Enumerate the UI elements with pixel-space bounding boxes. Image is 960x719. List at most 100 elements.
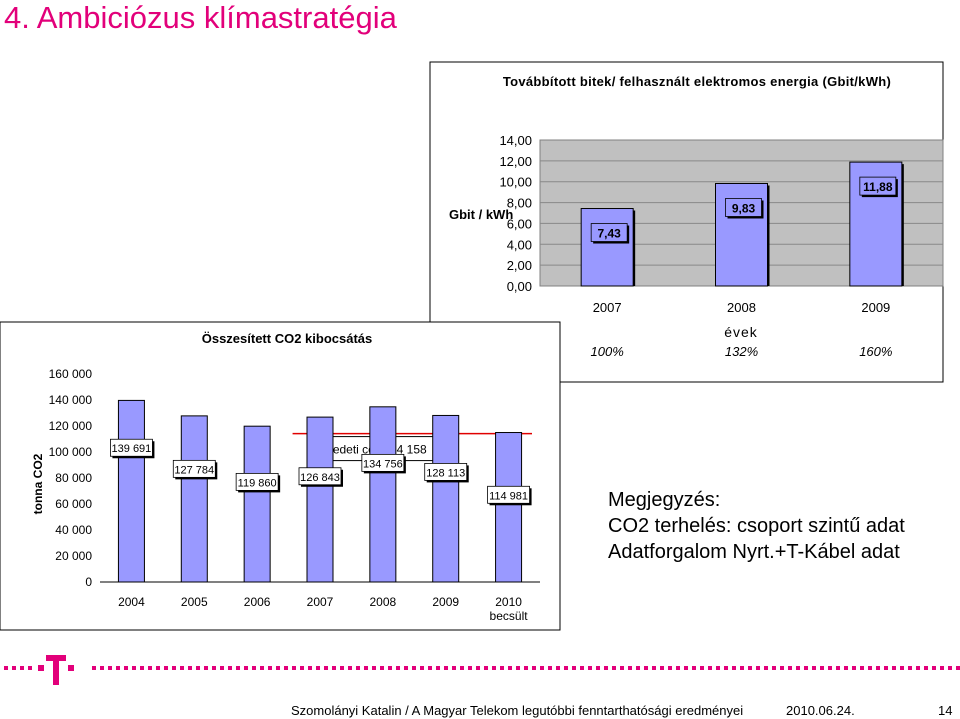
brand-dot (636, 666, 640, 670)
brand-dot (956, 666, 960, 670)
brand-dot (468, 666, 472, 670)
brand-dot (460, 666, 464, 670)
bottom-chart-bar (117, 399, 145, 583)
brand-dot (308, 666, 312, 670)
brand-dot (340, 666, 344, 670)
brand-dot (764, 666, 768, 670)
top-chart-x-tick-label: 2009 (861, 300, 890, 315)
bottom-chart-data-label-box (110, 438, 153, 457)
brand-dot (740, 666, 744, 670)
bottom-chart-x-tick-label: 2008 (370, 595, 397, 609)
brand-dot (708, 666, 712, 670)
brand-dot (788, 666, 792, 670)
brand-dot (500, 666, 504, 670)
bottom-chart-data-label-box (298, 467, 342, 486)
slide-title: 4. Ambiciózus klímastratégia (4, 0, 397, 35)
top-chart-y-tick-label: 2,00 (507, 258, 532, 273)
bottom-chart-bar (369, 406, 397, 583)
brand-dot (908, 666, 912, 670)
bottom-chart-title: Összesített CO2 kibocsátás (202, 331, 373, 346)
brand-dot (444, 666, 448, 670)
bottom-chart-bar (306, 416, 334, 583)
note-line-traffic: Adatforgalom Nyrt.+T-Kábel adat (608, 541, 900, 563)
bottom-chart-y-tick-label: 160 000 (49, 367, 93, 381)
top-chart-x-labels: 2007 2008 2009 (593, 300, 891, 315)
brand-dot (844, 666, 848, 670)
bottom-chart-y-tick-label: 20 000 (55, 549, 92, 563)
brand-dot (100, 666, 104, 670)
brand-dot (828, 666, 832, 670)
brand-dot (132, 666, 136, 670)
brand-dot (396, 666, 400, 670)
brand-dot (188, 666, 192, 670)
brand-dot (148, 666, 152, 670)
top-chart-data-label-box (725, 198, 762, 217)
telekom-t-logo-icon (38, 655, 74, 685)
brand-dot (380, 666, 384, 670)
brand-dot (252, 666, 256, 670)
top-chart-y-ticks: 0,00 2,00 4,00 6,00 8,00 10,00 12,00 14,00 (499, 133, 532, 294)
brand-dot (316, 666, 320, 670)
brand-dot (420, 666, 424, 670)
brand-dot (164, 666, 168, 670)
bottom-chart-y-tick-label: 40 000 (55, 523, 92, 537)
brand-dot (916, 666, 920, 670)
top-chart-y-tick-label: 14,00 (499, 133, 532, 148)
top-chart-x-tick-label: 2007 (593, 300, 622, 315)
brand-dot (836, 666, 840, 670)
top-chart-data-label-box (859, 176, 897, 196)
bottom-chart-data-label: 134 756 (363, 458, 403, 470)
brand-dot (948, 666, 952, 670)
brand-dotted-line (4, 666, 960, 670)
brand-dot (604, 666, 608, 670)
brand-dot (652, 666, 656, 670)
bottom-chart-x-tick-label: 2007 (307, 595, 334, 609)
brand-dot (20, 666, 24, 670)
page-number: 14 (938, 703, 953, 718)
brand-dot (860, 666, 864, 670)
brand-dot (492, 666, 496, 670)
brand-dot (564, 666, 568, 670)
bottom-chart-bars: 139 691 127 784 119 860 126 843 134 756 128 1… (110, 399, 532, 583)
footer-presenter: Szomolányi Katalin / A Magyar Telekom le… (291, 703, 744, 718)
brand-dot (748, 666, 752, 670)
brand-dot (508, 666, 512, 670)
top-chart-y-tick-label: 4,00 (507, 237, 532, 252)
brand-dot (540, 666, 544, 670)
brand-dot (228, 666, 232, 670)
brand-dot (332, 666, 336, 670)
top-chart-percent-label: 160% (859, 344, 892, 359)
top-chart-bar (580, 208, 634, 287)
brand-dot (108, 666, 112, 670)
brand-dot (644, 666, 648, 670)
bottom-chart-data-label: 139 691 (112, 443, 152, 455)
bottom-chart-data-label-box (487, 485, 530, 504)
brand-dot (924, 666, 928, 670)
note-line-co2: CO2 terhelés: csoport szintű adat (608, 515, 905, 537)
brand-dot (772, 666, 776, 670)
top-chart-data-label: 9,83 (732, 201, 756, 215)
top-chart-title: Továbbított bitek/ felhasznált elektromo… (503, 74, 891, 89)
brand-dot (796, 666, 800, 670)
brand-dot (884, 666, 888, 670)
brand-dot (244, 666, 248, 670)
brand-dot (276, 666, 280, 670)
bottom-chart-y-ticks: 0 20 000 40 000 60 000 80 000 100 000 120 000 1… (49, 367, 93, 589)
brand-dot (364, 666, 368, 670)
top-chart-ylabel: Gbit / kWh (449, 207, 513, 222)
top-chart-data-label: 11,88 (863, 180, 893, 194)
top-chart-data-label-box (590, 223, 628, 242)
bottom-chart-data-label-box (235, 472, 279, 491)
brand-dot (388, 666, 392, 670)
brand-dot (780, 666, 784, 670)
brand-dot (676, 666, 680, 670)
brand-dot (820, 666, 824, 670)
bottom-chart-y-tick-label: 60 000 (55, 497, 92, 511)
bottom-chart-data-label: 119 860 (238, 477, 277, 489)
top-chart-bars: 7,43 9,83 11,88 (580, 161, 904, 287)
brand-dot (180, 666, 184, 670)
brand-dot (92, 666, 96, 670)
brand-dot (612, 666, 616, 670)
note-heading: Megjegyzés: (608, 489, 721, 511)
